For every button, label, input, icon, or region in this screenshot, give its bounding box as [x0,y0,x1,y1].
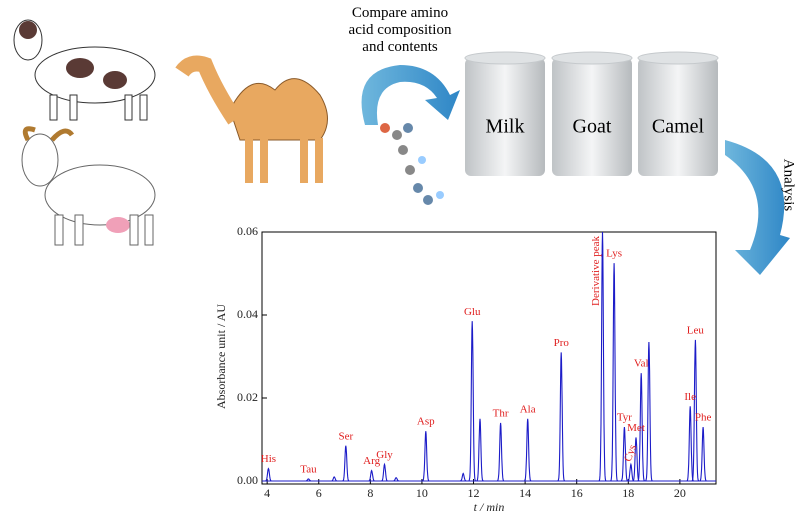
peak-label: Gly [376,449,393,461]
analysis-label: Analysis [781,159,797,212]
x-tick-label: 16 [571,486,583,500]
can-lid [551,51,633,65]
peak [468,321,477,482]
peak-label: Val [634,358,649,370]
peak [264,467,273,482]
compare-line: Compare amino [352,5,448,21]
peak [496,422,505,482]
peak [691,339,700,482]
compare-line: and contents [362,39,438,55]
peak [645,341,653,482]
trace [262,232,716,482]
peak-label: Cys [622,443,639,463]
peak-label: Asp [417,416,435,428]
can [552,58,632,176]
x-axis-label: t / min [474,500,505,514]
peak [330,476,338,482]
arrow [361,65,460,125]
peak [598,232,607,482]
peak-label: Derivative peak [590,236,602,306]
x-tick-label: 14 [519,486,531,500]
compare-text: Compare amino acid composition and content… [349,5,452,55]
x-tick-label: 18 [622,486,634,500]
peak-label: Leu [687,324,705,336]
peak-label: Ser [338,430,353,442]
peak-label: Tyr [617,412,632,424]
molecule [380,123,444,205]
peak-label: Glu [464,306,481,318]
goat-illustration [21,126,156,246]
x-tick-label: 6 [316,486,322,500]
peak-label: Ala [520,403,536,415]
peak-label: Phe [695,412,712,424]
can-label: Camel [652,116,705,138]
camel-illustration [175,55,328,183]
y-tick-label: 0.02 [237,390,258,404]
x-tick-label: 12 [468,486,480,500]
cow-illustration [13,19,156,121]
can-label: Milk [486,116,525,138]
peak [459,472,467,482]
peak [342,445,350,482]
can-label: Goat [573,116,612,138]
peak-label: Ile [684,391,696,403]
peak [392,477,400,482]
peak [476,418,484,482]
x-tick-label: 4 [264,486,270,500]
can-lid [637,51,719,65]
peak-label: Pro [554,337,570,349]
x-tick-label: 8 [367,486,373,500]
y-axis-label: Absorbance unit / AU [214,304,228,409]
peak-label: Thr [493,407,509,419]
y-tick-label: 0.00 [237,473,258,487]
peak [422,431,430,482]
plot-frame [261,231,717,485]
peak [367,469,376,482]
peak-label: Met [627,422,645,434]
x-tick-label: 10 [416,486,428,500]
peak-label: Tau [300,463,317,475]
y-tick-label: 0.06 [237,224,258,238]
peak-label: Arg [363,455,380,467]
can [638,58,718,176]
y-tick-label: 0.04 [237,307,258,321]
peak [380,462,389,482]
peak [557,352,566,482]
compare-line: acid composition [349,22,452,38]
peak [523,418,532,482]
arrow [725,140,790,275]
x-tick-label: 20 [674,486,686,500]
peak [637,373,646,482]
peak [620,427,629,482]
can [465,58,545,176]
can-lid [464,51,546,65]
peak [610,263,619,482]
peak [304,478,313,482]
peak-label: Lys [606,248,622,260]
peak [699,427,707,482]
peak-label: His [261,453,276,465]
